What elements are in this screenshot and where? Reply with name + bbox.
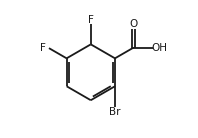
Text: F: F (40, 43, 46, 53)
Text: O: O (129, 19, 138, 29)
Text: F: F (88, 15, 94, 25)
Text: OH: OH (152, 43, 168, 53)
Text: Br: Br (109, 107, 121, 117)
